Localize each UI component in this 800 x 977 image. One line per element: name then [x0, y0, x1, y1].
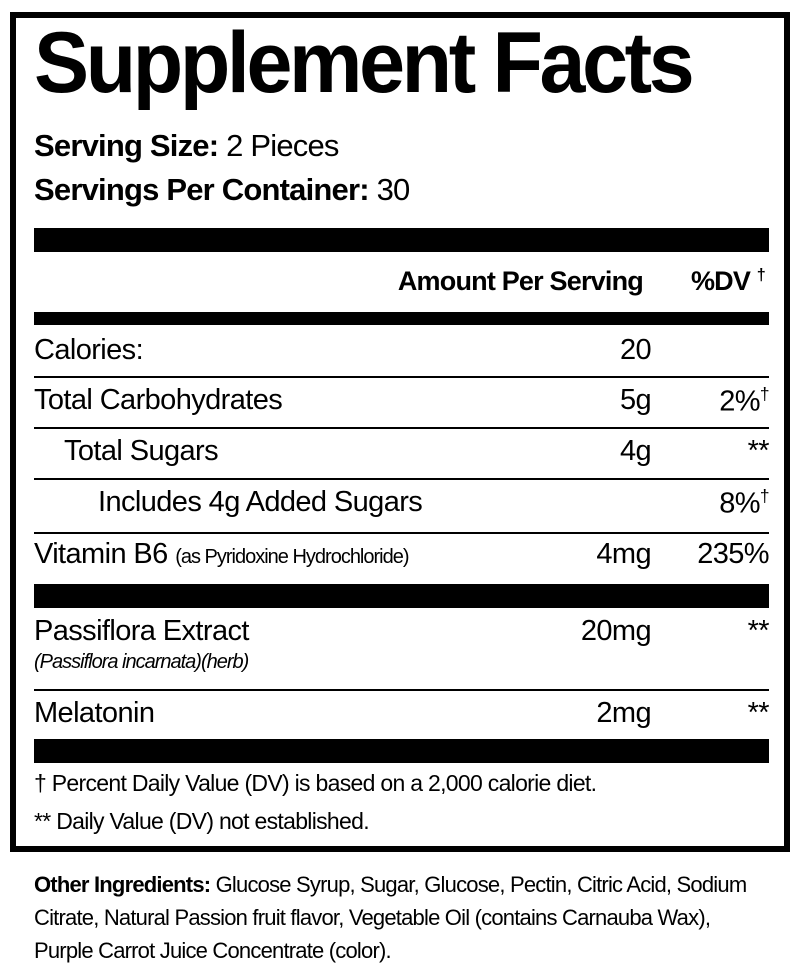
- panel-title: Supplement Facts: [34, 15, 695, 111]
- nutrient-name: Passiflora Extract: [34, 615, 249, 647]
- column-header: Amount Per Serving %DV †: [34, 266, 769, 300]
- divider-line: [34, 427, 769, 429]
- row-vitamin-b6: Vitamin B6 (as Pyridoxine Hydrochloride)…: [34, 538, 770, 572]
- dv-value: 2%: [719, 385, 760, 418]
- nutrient-dv: 8%†: [719, 486, 769, 521]
- footnote-dv: † Percent Daily Value (DV) is based on a…: [34, 770, 597, 796]
- servings-per-container-value: 30: [376, 172, 411, 207]
- divider-line: [34, 478, 769, 480]
- nutrient-dv: 235%: [697, 538, 769, 570]
- nutrient-dv: **: [747, 435, 770, 467]
- divider-line: [34, 532, 769, 534]
- servings-per-container-label: Servings Per Container:: [34, 172, 370, 207]
- row-calories: Calories: 20: [34, 334, 769, 368]
- nutrient-name: Vitamin B6 (as Pyridoxine Hydrochloride): [34, 538, 410, 571]
- row-melatonin: Melatonin 2mg **: [34, 697, 770, 731]
- nutrient-name: Total Carbohydrates: [34, 384, 283, 416]
- dv-mark: †: [759, 486, 770, 506]
- serving-size-value: 2 Pieces: [226, 128, 339, 163]
- row-added-sugars: Includes 4g Added Sugars 8%†: [34, 486, 770, 521]
- nutrient-amount: 4g: [619, 435, 652, 467]
- divider-line: [34, 376, 769, 378]
- row-total-sugars: Total Sugars 4g **: [34, 435, 770, 469]
- dv-mark: †: [759, 384, 770, 404]
- servings-per-container: Servings Per Container: 30: [34, 172, 411, 208]
- footnote-not-established: ** Daily Value (DV) not established.: [34, 808, 370, 834]
- nutrient-dv: **: [747, 615, 770, 647]
- row-total-carbohydrates: Total Carbohydrates 5g 2%†: [34, 384, 770, 419]
- nutrient-name: Melatonin: [34, 697, 155, 729]
- nutrient-amount: 20: [619, 334, 652, 366]
- nutrient-dv: **: [747, 697, 770, 729]
- row-passiflora-extract: Passiflora Extract (Passiflora incarnata…: [34, 615, 770, 685]
- nutrient-amount: 4mg: [596, 538, 651, 570]
- divider-bar: [34, 312, 769, 325]
- nutrient-name-text: Vitamin B6: [34, 538, 168, 570]
- supplement-facts-panel: [10, 12, 790, 852]
- dv-value: 8%: [719, 487, 760, 520]
- dv-header-mark: †: [756, 266, 766, 284]
- dv-header-label: %DV: [690, 266, 751, 296]
- divider-line: [34, 689, 769, 691]
- other-ingredients: Other Ingredients: Glucose Syrup, Sugar,…: [34, 868, 774, 967]
- dv-header: %DV †: [690, 266, 766, 297]
- nutrient-amount: 5g: [619, 384, 652, 416]
- nutrient-dv: 2%†: [719, 384, 769, 419]
- serving-size-label: Serving Size:: [34, 128, 219, 163]
- nutrient-amount: 2mg: [596, 697, 651, 729]
- nutrient-name: Calories:: [34, 334, 144, 366]
- other-ingredients-label: Other Ingredients:: [34, 872, 211, 897]
- other-ingredients-text: Glucose Syrup, Sugar, Glucose, Pectin, C…: [34, 872, 747, 963]
- divider-bar: [34, 739, 769, 763]
- nutrient-note: (as Pyridoxine Hydrochloride): [175, 546, 409, 568]
- divider-bar: [34, 228, 769, 252]
- nutrient-name: Total Sugars: [64, 435, 219, 467]
- amount-header: Amount Per Serving: [397, 266, 644, 296]
- serving-size: Serving Size: 2 Pieces: [34, 128, 339, 164]
- nutrient-amount: 20mg: [580, 615, 652, 647]
- nutrient-name: Includes 4g Added Sugars: [98, 486, 423, 518]
- nutrient-note: (Passiflora incarnata)(herb): [34, 651, 249, 673]
- divider-bar: [34, 584, 769, 608]
